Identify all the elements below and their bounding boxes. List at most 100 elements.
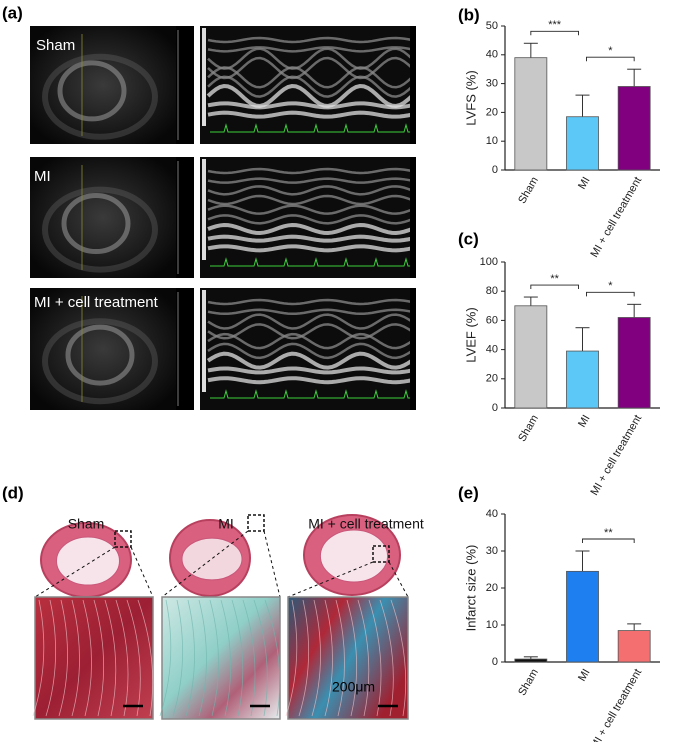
y-tick-label: 10 — [486, 619, 498, 631]
heart-outline — [61, 193, 131, 255]
histology-label: MI + cell treatment — [308, 516, 424, 532]
bar — [617, 630, 651, 663]
y-tick-label: 50 — [486, 20, 498, 32]
fiber-streak — [71, 599, 80, 717]
x-tick-label: Sham — [516, 175, 541, 206]
right-scale — [410, 26, 416, 144]
heart-outline — [57, 60, 127, 122]
m-mode-band — [206, 84, 414, 108]
m-mode-band — [207, 36, 413, 44]
fiber-streak — [137, 599, 154, 717]
y-tick-label: 10 — [486, 135, 498, 147]
bar — [514, 57, 548, 171]
m-mode-band — [207, 46, 413, 53]
ecg-trace — [210, 257, 410, 267]
histology-zoom — [34, 596, 154, 720]
significance-label: ** — [550, 273, 559, 285]
y-tick-label: 20 — [486, 106, 498, 118]
fiber-streak — [253, 599, 268, 717]
m-mode-band — [207, 185, 413, 196]
fiber-streak — [264, 599, 281, 717]
y-tick-label: 0 — [492, 402, 498, 414]
m-mode-band — [207, 177, 413, 184]
histology-label: MI — [218, 516, 234, 532]
fiber-streak — [185, 599, 195, 717]
zoom-square — [114, 530, 132, 548]
y-axis-label: Infarct size (%) — [463, 545, 478, 632]
b-mode-image — [30, 288, 176, 410]
significance-label: * — [608, 280, 613, 292]
fiber-streak — [346, 599, 358, 717]
significance-bracket — [582, 538, 635, 543]
fiber-streak — [298, 599, 310, 717]
m-mode-scale — [202, 28, 206, 126]
m-mode-band — [207, 244, 413, 253]
zoom-line — [161, 530, 249, 598]
m-mode-band — [207, 223, 413, 235]
y-tick-label: 100 — [480, 256, 498, 268]
y-tick-label: 30 — [486, 78, 498, 90]
y-tick-label: 60 — [486, 314, 498, 326]
fiber-streak — [198, 599, 207, 717]
m-mode-band — [207, 234, 413, 243]
y-tick-label: 40 — [486, 49, 498, 61]
right-scale — [410, 288, 416, 410]
m-mode-band — [207, 47, 413, 70]
m-mode-band — [207, 366, 413, 375]
heart-wall — [42, 53, 158, 140]
depth-scale — [176, 288, 194, 410]
heart-wall — [42, 318, 158, 405]
heart-outline — [65, 324, 135, 386]
panel-label: (c) — [458, 229, 479, 248]
m-mode-band — [207, 332, 413, 350]
decorations — [30, 26, 416, 720]
fiber-streak — [209, 599, 219, 717]
fiber-streak — [390, 599, 407, 717]
significance-label: ** — [604, 527, 613, 539]
depth-scale — [176, 157, 194, 278]
y-tick-label: 80 — [486, 285, 498, 297]
bar — [617, 86, 651, 171]
ecg-trace — [210, 389, 410, 399]
ecg-trace — [210, 123, 410, 133]
histology-zoom — [161, 596, 281, 720]
right-scale — [410, 157, 416, 278]
fiber-streak — [126, 599, 141, 717]
histology-label: Sham — [68, 516, 105, 532]
y-tick-label: 20 — [486, 582, 498, 594]
fiber-streak — [93, 599, 105, 717]
x-tick-label: Sham — [516, 413, 541, 444]
fiber-streak — [159, 599, 172, 717]
scale-bar-label: 200μm — [332, 679, 375, 695]
m-mode-band — [207, 66, 413, 89]
bar — [566, 116, 599, 171]
b-mode-image — [30, 157, 176, 278]
fiber-streak — [115, 599, 129, 717]
x-tick-label: MI + cell treatment — [588, 667, 644, 742]
y-tick-label: 30 — [486, 545, 498, 557]
m-mode-band — [207, 75, 413, 98]
fiber-streak — [45, 599, 57, 717]
x-tick-label: MI + cell treatment — [588, 413, 644, 498]
fiber-streak — [242, 599, 256, 717]
fiber-streak — [82, 599, 92, 717]
fiber-streak — [231, 599, 244, 717]
bar — [514, 305, 548, 409]
fiber-streak — [285, 599, 298, 717]
m-mode-band — [207, 194, 413, 206]
fiber-streak — [172, 599, 184, 717]
heart-wall — [42, 186, 158, 273]
x-tick-label: MI — [576, 413, 593, 430]
panel-label: (b) — [458, 5, 480, 24]
m-mode-band — [207, 342, 413, 360]
fiber-streak — [335, 599, 345, 717]
heart-lumen — [56, 536, 120, 586]
m-mode-band — [207, 204, 413, 215]
m-mode-band — [206, 351, 414, 370]
y-axis-label: LVEF (%) — [463, 307, 478, 362]
heart-lumen — [319, 529, 389, 583]
bar — [617, 317, 651, 409]
bar — [566, 350, 599, 409]
echo-label: MI — [34, 168, 51, 185]
significance-bracket — [530, 30, 579, 36]
